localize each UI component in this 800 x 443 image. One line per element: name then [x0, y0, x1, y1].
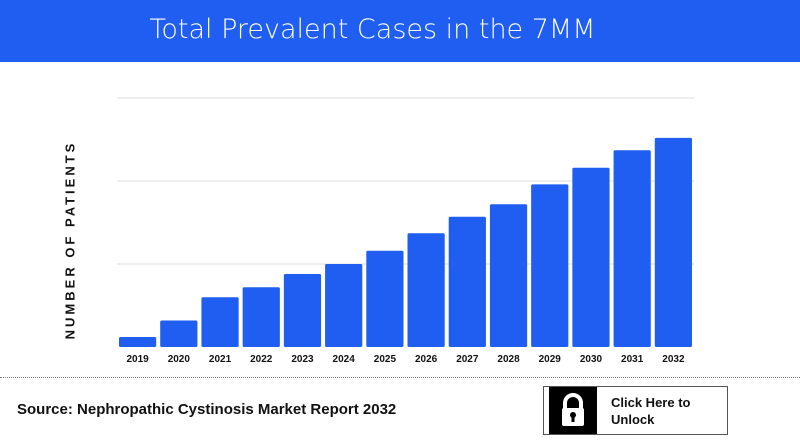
bar-2021 — [201, 297, 239, 347]
bar-chart: 2019 2020 2021 2022 2023 2024 2025 2026 2027 2028… — [117, 97, 694, 365]
unlock-label: Click Here to Unlock — [611, 395, 691, 427]
bar-2024 — [325, 264, 363, 347]
x-tick-label: 2025 — [374, 354, 397, 365]
bar-2022 — [242, 287, 280, 347]
x-tick-label: 2029 — [539, 354, 562, 365]
page-title: Total Prevalent Cases in the 7MM — [149, 14, 596, 45]
x-tick-label: 2023 — [291, 354, 314, 365]
lock-icon — [549, 387, 597, 434]
x-tick-label: 2030 — [580, 354, 603, 365]
bar-2031 — [613, 150, 651, 347]
bar-2025 — [366, 250, 404, 347]
divider — [0, 377, 800, 378]
source-text: Source: Nephropathic Cystinosis Market R… — [17, 401, 397, 418]
x-tick-label: 2032 — [662, 354, 685, 365]
bar-2023 — [283, 273, 322, 347]
x-tick-label: 2021 — [209, 354, 232, 365]
unlock-button[interactable]: Click Here to Unlock — [543, 386, 728, 435]
x-tick-label: 2019 — [126, 354, 149, 365]
bar-2020 — [160, 320, 198, 347]
bar-2027 — [448, 216, 486, 347]
header-banner: Total Prevalent Cases in the 7MM — [0, 0, 800, 62]
bar-2026 — [407, 233, 445, 347]
bar-2030 — [572, 167, 610, 347]
x-tick-label: 2020 — [168, 354, 191, 365]
bar-2032 — [654, 137, 692, 347]
x-tick-label: 2027 — [456, 354, 479, 365]
bar-2019 — [119, 337, 157, 347]
x-tick-label: 2022 — [250, 354, 273, 365]
x-tick-label: 2031 — [621, 354, 644, 365]
x-tick-label: 2024 — [333, 354, 356, 365]
bar-2029 — [531, 184, 569, 347]
bar-2028 — [489, 204, 528, 347]
x-tick-label: 2026 — [415, 354, 438, 365]
x-tick-label: 2028 — [497, 354, 520, 365]
